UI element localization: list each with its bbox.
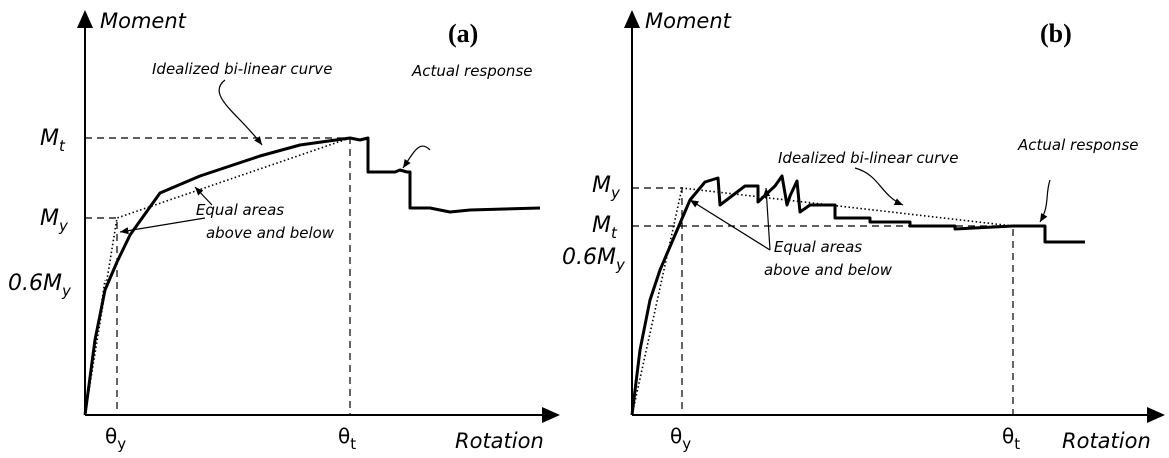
label-part: θ (338, 424, 350, 448)
label-part: y (61, 282, 72, 300)
y-label: 0.6My (562, 245, 626, 274)
annotation: Equal areas (196, 201, 284, 219)
label-part: t (350, 435, 356, 453)
label-part: t (1014, 435, 1020, 453)
arrow (119, 217, 206, 235)
x-label: θt (338, 424, 356, 453)
label-part: 0.6M (8, 271, 62, 296)
panel-a: Moment Rotation (a) Mt My 0.6My θy θt Id… (8, 9, 560, 453)
panel-label: (a) (448, 19, 478, 48)
y-label: My (592, 173, 621, 202)
label-part: t (59, 137, 66, 155)
actual-curve (83, 136, 541, 416)
annotation: Equal areas (774, 238, 862, 256)
panel-label: (b) (1040, 19, 1072, 48)
label-part: y (615, 256, 626, 274)
arrow (194, 186, 213, 206)
x-axis-title: Rotation (455, 429, 544, 453)
label-part: M (40, 206, 59, 231)
annotation: Idealized bi-linear curve (778, 149, 958, 167)
arrow (402, 145, 431, 169)
bilinear-curve (84, 137, 351, 416)
label-part: y (117, 435, 126, 453)
annotation: Actual response (411, 62, 532, 80)
y-label: My (40, 206, 69, 235)
y-label: Mt (592, 213, 618, 242)
x-label: θt (1002, 424, 1020, 453)
arrow (854, 167, 904, 206)
annotation: above and below (206, 224, 335, 242)
guide-lines (85, 137, 351, 415)
label-part: y (58, 217, 69, 235)
x-label: θy (105, 424, 126, 453)
bilinear-curve (631, 187, 1014, 416)
guide-lines (632, 187, 1014, 415)
label-part: M (40, 126, 59, 151)
label-part: θ (670, 424, 682, 448)
label-part: θ (105, 424, 117, 448)
annotation: Actual response (1017, 136, 1138, 154)
y-axis-title: Moment (645, 9, 732, 33)
x-axis-title: Rotation (1062, 429, 1151, 453)
y-axis-title: Moment (100, 9, 187, 33)
annotation: Idealized bi-linear curve (152, 60, 332, 78)
label-part: y (682, 435, 691, 453)
label-part: 0.6M (562, 245, 616, 270)
arrow (689, 199, 771, 251)
label-part: M (592, 173, 611, 198)
y-label: Mt (40, 126, 66, 155)
x-label: θy (670, 424, 691, 453)
label-part: θ (1002, 424, 1014, 448)
panel-b: Moment Rotation (b) My Mt 0.6My θy θt Id… (562, 9, 1165, 453)
label-part: t (611, 224, 618, 242)
actual-curve (630, 174, 1085, 416)
arrow (1039, 179, 1051, 223)
arrow (762, 187, 771, 251)
annotation: above and below (764, 261, 893, 279)
label-part: y (610, 184, 621, 202)
arrow (218, 79, 263, 146)
label-part: M (592, 213, 611, 238)
y-label: 0.6My (8, 271, 72, 300)
